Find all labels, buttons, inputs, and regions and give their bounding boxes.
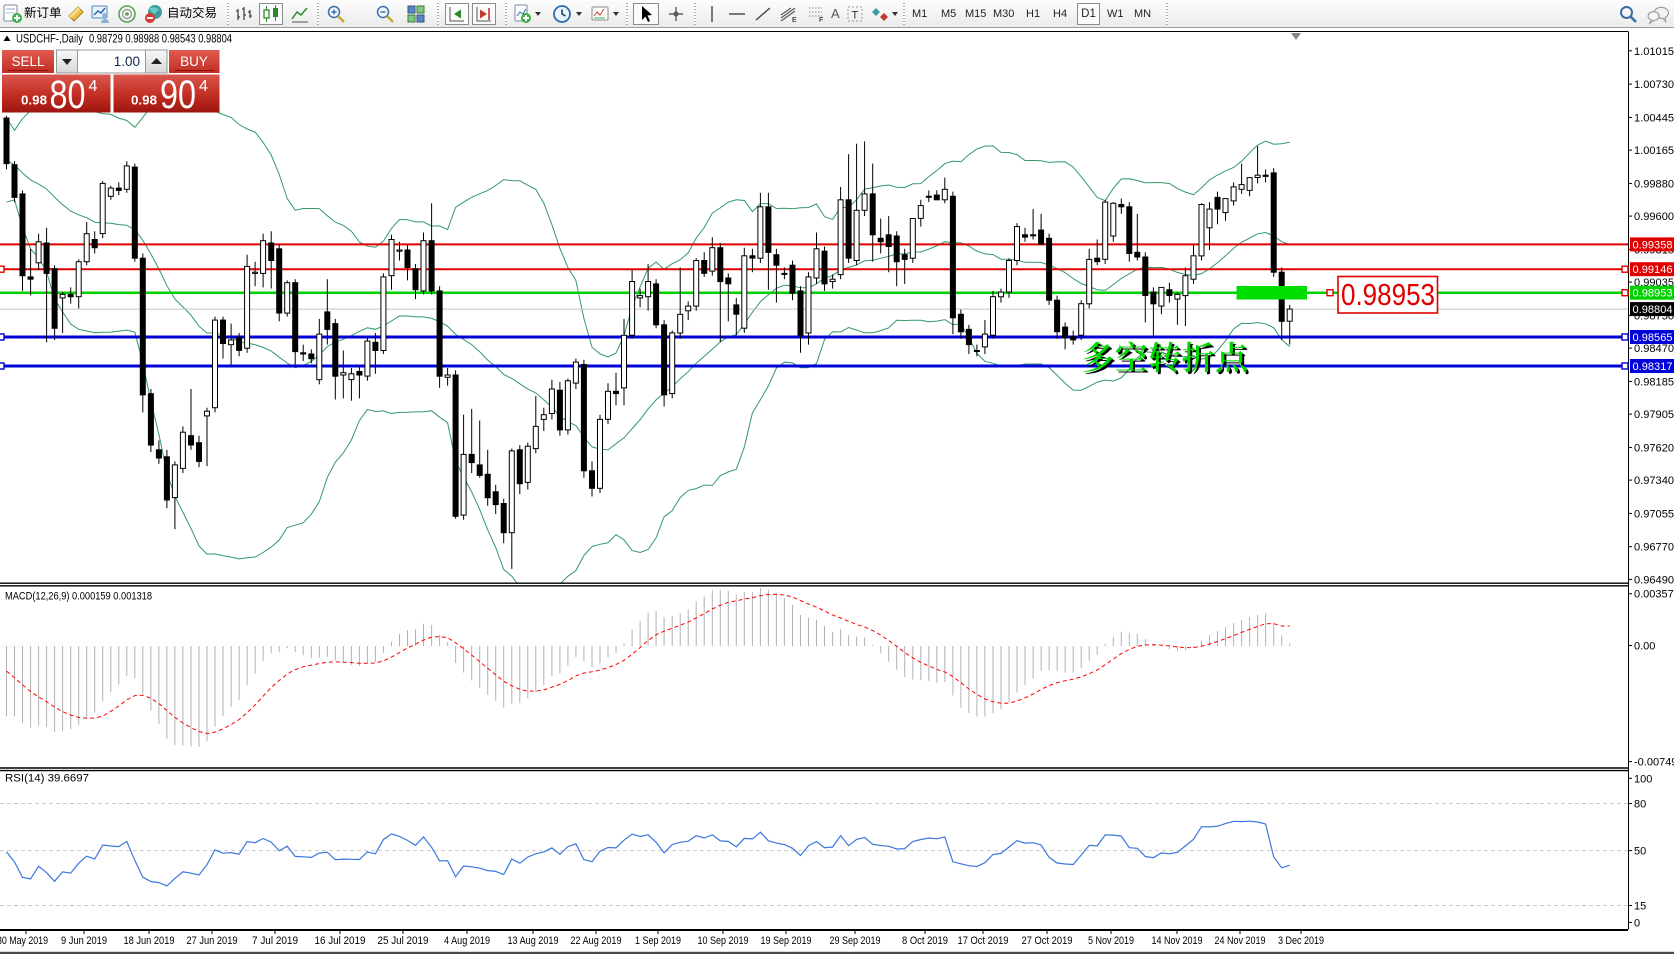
svg-text:0.98: 0.98 [131, 93, 157, 108]
svg-text:90: 90 [160, 73, 196, 117]
svg-text:10 Sep 2019: 10 Sep 2019 [698, 935, 749, 947]
svg-text:0.98185: 0.98185 [1634, 376, 1674, 388]
svg-text:SELL: SELL [11, 54, 45, 69]
svg-text:RSI(14) 39.6697: RSI(14) 39.6697 [5, 773, 89, 785]
svg-text:-0.00749: -0.00749 [1634, 757, 1674, 769]
svg-text:0.97905: 0.97905 [1634, 409, 1674, 421]
svg-text:0.97055: 0.97055 [1634, 508, 1674, 520]
svg-text:24 Nov 2019: 24 Nov 2019 [1215, 935, 1266, 947]
svg-text:5 Nov 2019: 5 Nov 2019 [1088, 935, 1134, 947]
svg-text:50: 50 [1634, 846, 1646, 858]
svg-text:E: E [792, 17, 797, 24]
svg-text:30 May 2019: 30 May 2019 [0, 935, 48, 947]
svg-text:19 Sep 2019: 19 Sep 2019 [761, 935, 812, 947]
svg-text:15: 15 [1634, 901, 1646, 913]
svg-text:9 Jun 2019: 9 Jun 2019 [61, 935, 107, 947]
svg-text:25 Jul 2019: 25 Jul 2019 [378, 935, 429, 947]
svg-text:0.97340: 0.97340 [1634, 475, 1674, 487]
svg-text:MACD(12,26,9) 0.000159 0.00131: MACD(12,26,9) 0.000159 0.001318 [5, 591, 152, 603]
svg-text:0.98317: 0.98317 [1633, 361, 1673, 373]
svg-text:T: T [852, 10, 859, 22]
svg-text:1.00445: 1.00445 [1634, 112, 1674, 124]
svg-text:0: 0 [1634, 917, 1640, 929]
svg-text:0.003574: 0.003574 [1634, 589, 1674, 601]
svg-text:0.99600: 0.99600 [1634, 211, 1674, 223]
svg-text:F: F [819, 17, 823, 24]
svg-text:4: 4 [89, 78, 98, 95]
svg-text:27 Oct 2019: 27 Oct 2019 [1022, 935, 1073, 947]
svg-text:7 Jul 2019: 7 Jul 2019 [252, 935, 298, 947]
svg-text:USDCHF-,Daily: USDCHF-,Daily [16, 32, 83, 46]
svg-text:0.98804: 0.98804 [1633, 304, 1673, 316]
svg-text:1 Sep 2019: 1 Sep 2019 [635, 935, 681, 947]
svg-text:0.98565: 0.98565 [1633, 332, 1673, 344]
svg-text:3 Dec 2019: 3 Dec 2019 [1278, 935, 1324, 947]
svg-text:0.00: 0.00 [1634, 641, 1655, 653]
svg-text:100: 100 [1634, 773, 1652, 785]
svg-text:16 Jul 2019: 16 Jul 2019 [315, 935, 366, 947]
svg-text:80: 80 [1634, 799, 1646, 811]
svg-text:17 Oct 2019: 17 Oct 2019 [958, 935, 1009, 947]
svg-text:0.96770: 0.96770 [1634, 542, 1674, 554]
svg-text:0.96490: 0.96490 [1634, 574, 1674, 586]
svg-text:0.98953: 0.98953 [1633, 288, 1673, 300]
svg-text:0.98953: 0.98953 [1341, 277, 1435, 312]
svg-text:18 Jun 2019: 18 Jun 2019 [124, 935, 175, 947]
svg-text:1.00: 1.00 [114, 54, 140, 69]
svg-text:0.99880: 0.99880 [1634, 178, 1674, 190]
svg-text:0.98729 0.98988 0.98543 0.9880: 0.98729 0.98988 0.98543 0.98804 [89, 32, 232, 46]
svg-text:0.99146: 0.99146 [1633, 264, 1673, 276]
svg-text:22 Aug 2019: 22 Aug 2019 [571, 935, 622, 947]
svg-text:0.99358: 0.99358 [1633, 239, 1673, 251]
svg-text:BUY: BUY [180, 54, 208, 69]
svg-text:14 Nov 2019: 14 Nov 2019 [1152, 935, 1203, 947]
svg-text:8 Oct 2019: 8 Oct 2019 [902, 935, 948, 947]
svg-text:13 Aug 2019: 13 Aug 2019 [508, 935, 559, 947]
svg-text:4: 4 [199, 78, 208, 95]
svg-text:29 Sep 2019: 29 Sep 2019 [830, 935, 881, 947]
svg-text:4 Aug 2019: 4 Aug 2019 [444, 935, 490, 947]
svg-text:1.01015: 1.01015 [1634, 46, 1674, 58]
svg-text:0.97620: 0.97620 [1634, 442, 1674, 454]
svg-text:80: 80 [50, 73, 86, 117]
svg-text:0.98: 0.98 [21, 93, 47, 108]
svg-text:1.00730: 1.00730 [1634, 79, 1674, 91]
svg-text:1.00165: 1.00165 [1634, 145, 1674, 157]
svg-text:0.98470: 0.98470 [1634, 343, 1674, 355]
svg-text:27 Jun 2019: 27 Jun 2019 [187, 935, 238, 947]
